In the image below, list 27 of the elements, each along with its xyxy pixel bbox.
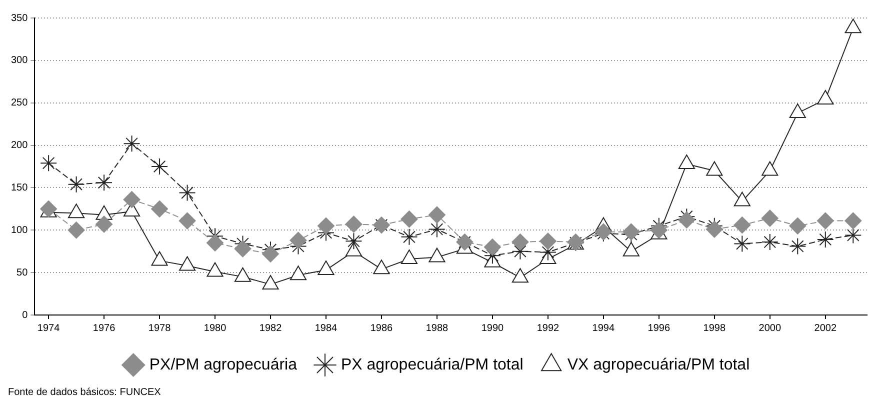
y-tick-label: 0 <box>22 310 28 321</box>
x-tick-label: 1996 <box>648 322 670 334</box>
x-tick-label: 2002 <box>814 322 837 334</box>
x-tick-label: 1974 <box>37 322 60 334</box>
y-tick-label: 350 <box>10 12 28 24</box>
legend-label: PX/PM agropecuária <box>149 356 298 374</box>
y-tick-label: 100 <box>10 224 28 236</box>
x-tick-label: 1992 <box>536 322 560 334</box>
x-tick-label: 1986 <box>370 322 394 334</box>
x-tick-label: 1988 <box>426 322 449 334</box>
x-tick-label: 1984 <box>314 322 338 334</box>
x-tick-label: 1978 <box>148 322 172 334</box>
x-tick-label: 1990 <box>481 322 504 334</box>
legend-label: VX agropecuária/PM total <box>567 356 750 374</box>
legend-label: PX agropecuária/PM total <box>340 356 524 374</box>
x-tick-label: 1980 <box>204 322 227 334</box>
x-tick-label: 1994 <box>592 322 615 334</box>
y-tick-label: 300 <box>10 55 28 66</box>
source-note: Fonte de dados básicos: FUNCEX <box>8 387 162 398</box>
x-tick-label: 1976 <box>92 322 116 334</box>
y-tick-label: 50 <box>16 267 28 278</box>
x-tick-label: 1982 <box>259 322 282 334</box>
x-tick-label: 2000 <box>758 322 782 334</box>
y-tick-label: 250 <box>10 98 28 109</box>
x-tick-label: 1998 <box>703 322 726 334</box>
y-tick-label: 200 <box>10 140 28 152</box>
y-tick-label: 150 <box>10 182 28 194</box>
